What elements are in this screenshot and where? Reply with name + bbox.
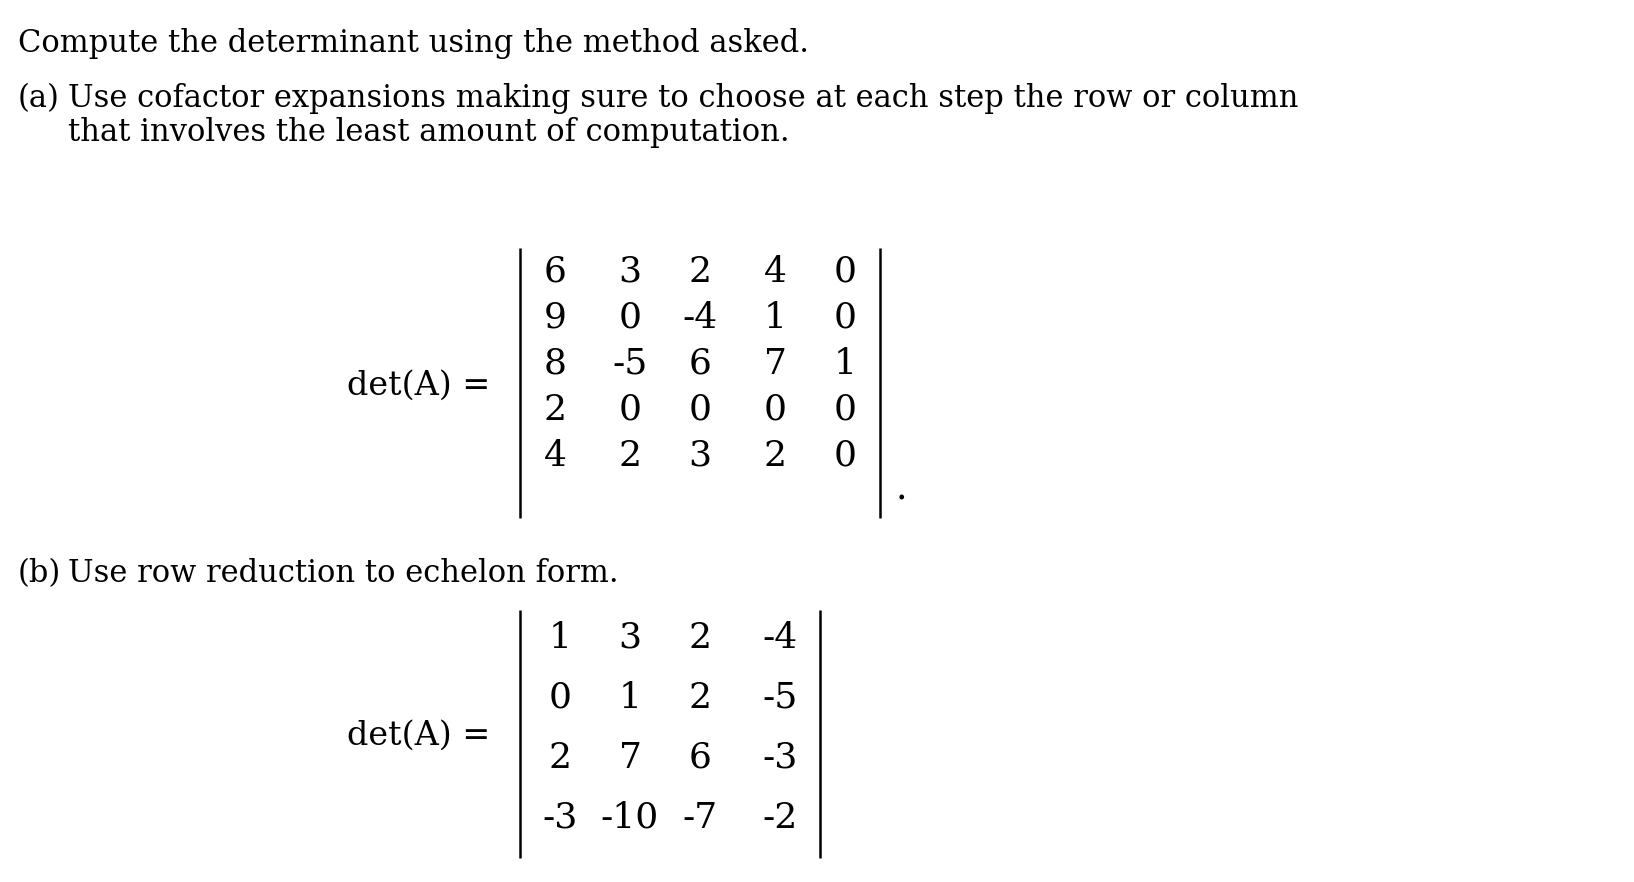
- Text: 8: 8: [544, 347, 567, 381]
- Text: 2: 2: [688, 621, 711, 655]
- Text: det(A) =: det(A) =: [346, 370, 490, 402]
- Text: -5: -5: [613, 347, 647, 381]
- Text: -5: -5: [763, 681, 797, 715]
- Text: (b): (b): [18, 558, 60, 589]
- Text: 2: 2: [549, 741, 572, 775]
- Text: (a): (a): [18, 83, 60, 114]
- Text: Use row reduction to echelon form.: Use row reduction to echelon form.: [69, 558, 619, 589]
- Text: 0: 0: [833, 393, 856, 427]
- Text: 0: 0: [833, 301, 856, 335]
- Text: 0: 0: [619, 393, 642, 427]
- Text: 1: 1: [549, 621, 572, 655]
- Text: 2: 2: [544, 393, 567, 427]
- Text: 6: 6: [544, 255, 567, 289]
- Text: 3: 3: [688, 439, 711, 473]
- Text: -7: -7: [683, 801, 717, 835]
- Text: 0: 0: [833, 439, 856, 473]
- Text: 1: 1: [833, 347, 856, 381]
- Text: 0: 0: [763, 393, 786, 427]
- Text: 2: 2: [688, 255, 711, 289]
- Text: 6: 6: [688, 347, 711, 381]
- Text: that involves the least amount of computation.: that involves the least amount of comput…: [69, 117, 789, 148]
- Text: Compute the determinant using the method asked.: Compute the determinant using the method…: [18, 28, 809, 59]
- Text: -4: -4: [683, 301, 717, 335]
- Text: 4: 4: [763, 255, 786, 289]
- Text: -3: -3: [542, 801, 578, 835]
- Text: 3: 3: [618, 621, 642, 655]
- Text: 4: 4: [544, 439, 567, 473]
- Text: 7: 7: [619, 741, 642, 775]
- Text: 7: 7: [763, 347, 786, 381]
- Text: -10: -10: [601, 801, 659, 835]
- Text: 1: 1: [763, 301, 786, 335]
- Text: 3: 3: [618, 255, 642, 289]
- Text: det(A) =: det(A) =: [346, 720, 490, 752]
- Text: -4: -4: [763, 621, 797, 655]
- Text: 9: 9: [544, 301, 567, 335]
- Text: -3: -3: [763, 741, 797, 775]
- Text: 6: 6: [688, 741, 711, 775]
- Text: 1: 1: [619, 681, 642, 715]
- Text: 2: 2: [688, 681, 711, 715]
- Text: 0: 0: [549, 681, 572, 715]
- Text: 0: 0: [688, 393, 711, 427]
- Text: 2: 2: [619, 439, 642, 473]
- Text: Use cofactor expansions making sure to choose at each step the row or column: Use cofactor expansions making sure to c…: [69, 83, 1299, 114]
- Text: 0: 0: [833, 255, 856, 289]
- Text: .: .: [895, 473, 907, 507]
- Text: -2: -2: [763, 801, 797, 835]
- Text: 0: 0: [619, 301, 642, 335]
- Text: 2: 2: [763, 439, 786, 473]
